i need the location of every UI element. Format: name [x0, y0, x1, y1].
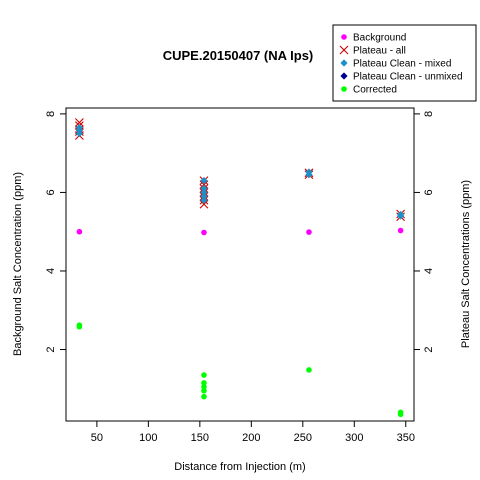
point-background	[201, 229, 207, 236]
x-tick-label: 200	[242, 432, 260, 444]
point-plateau-all	[199, 199, 209, 209]
x-tick-label: 250	[294, 432, 312, 444]
x-axis: 50 100 150 200 250 300 350	[91, 420, 415, 444]
y2-tick-label: 2	[423, 346, 435, 352]
legend-label-background: Background	[353, 33, 406, 44]
y2-axis-label: Plateau Salt Concentrations (ppm)	[460, 180, 472, 348]
legend-label-plateau-clean-unmixed: Plateau Clean - unmixed	[353, 72, 463, 83]
y-tick-label: 6	[45, 189, 57, 195]
point-corrected	[76, 322, 83, 328]
y2-tick-label: 8	[423, 111, 435, 117]
point-plateau-clean-mixed	[200, 177, 208, 185]
x-tick-label: 350	[397, 432, 415, 444]
point-plateau-clean-mixed	[200, 196, 208, 204]
x-tick-label: 150	[191, 432, 209, 444]
y2-tick-label: 4	[423, 268, 435, 274]
point-corrected	[201, 393, 207, 400]
y-tick-label: 4	[45, 268, 57, 274]
data-points	[74, 118, 406, 418]
y2-tick-label: 6	[423, 189, 435, 195]
chart-title: CUPE.20150407 (NA Ips)	[163, 48, 314, 63]
y-axis-right: 2 4 6 8	[413, 111, 435, 353]
legend-label-corrected: Corrected	[353, 85, 397, 96]
point-plateau-all	[199, 180, 209, 189]
point-plateau-clean-mixed	[305, 168, 313, 176]
x-tick-label: 50	[91, 432, 103, 444]
point-background	[306, 229, 312, 235]
y-tick-label: 2	[45, 346, 57, 352]
legend-marker-corrected	[341, 86, 347, 92]
legend: Background Plateau - all Plateau Clean - m…	[332, 24, 477, 102]
point-plateau-all	[74, 118, 84, 127]
point-corrected	[201, 384, 207, 390]
x-tick-label: 100	[139, 432, 157, 444]
legend-marker-background	[341, 34, 347, 40]
y-tick-label: 8	[45, 111, 57, 117]
x-axis-label: Distance from Injection (m)	[174, 461, 305, 473]
legend-box	[332, 24, 477, 102]
point-corrected	[201, 380, 207, 386]
point-background	[76, 228, 83, 235]
point-plateau-clean-mixed	[397, 210, 405, 219]
legend-label-plateau-all: Plateau - all	[353, 46, 406, 57]
y-axis-left: 2 4 6 8	[45, 111, 67, 353]
x-tick-label: 300	[345, 432, 363, 444]
point-plateau-clean-mixed	[75, 124, 83, 132]
plot-frame	[65, 107, 415, 422]
y-axis-label: Background Salt Concentration (ppm)	[12, 172, 24, 356]
point-corrected	[201, 387, 207, 394]
point-plateau-clean-mixed	[200, 188, 208, 197]
point-corrected	[306, 367, 312, 373]
legend-marker-plateau-clean-unmixed	[340, 72, 348, 80]
point-corrected	[201, 372, 207, 378]
legend-marker-plateau-all	[339, 45, 349, 55]
point-background	[397, 227, 404, 234]
point-plateau-clean-mixed	[200, 192, 208, 200]
point-plateau-clean-mixed	[200, 184, 208, 193]
point-corrected	[397, 409, 404, 416]
legend-label-plateau-clean-mixed: Plateau Clean - mixed	[353, 59, 451, 70]
legend-marker-plateau-clean-mixed	[340, 59, 348, 67]
